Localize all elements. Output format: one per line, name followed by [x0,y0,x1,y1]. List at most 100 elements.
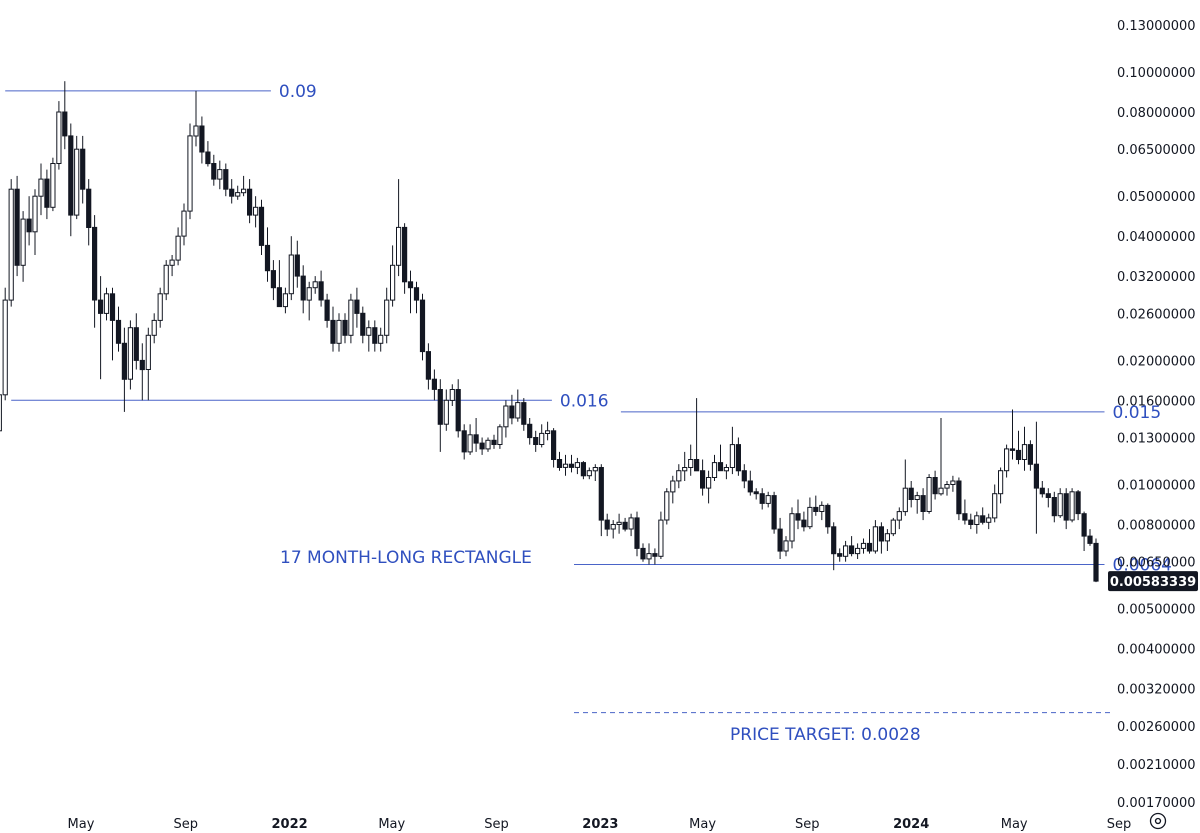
candle [980,507,986,525]
x-tick-label: 2022 [272,817,308,832]
candle-body [556,459,563,468]
candle [926,474,932,514]
candle [92,215,98,328]
candle [932,470,938,500]
candle-body [121,342,128,380]
candle-body [402,226,408,283]
candle [610,520,616,539]
candle-body [312,281,318,289]
time-axis[interactable]: May Sep 2022 May Sep 2023 May Sep 2024 May Sep [68,817,1132,832]
candle [688,444,694,476]
candle-body [318,281,324,301]
candle-body [527,423,533,439]
candle-body [473,434,479,444]
candle-body [509,405,515,419]
candle [533,430,539,452]
candle [407,270,414,314]
candle [20,211,26,282]
candle-body [270,270,276,289]
candle-body [62,111,68,137]
candle [694,398,700,472]
candle-body [419,299,426,353]
price-axis[interactable]: 0.13000000 0.10000000 0.08000000 0.06500000… [1117,19,1196,811]
candle [771,491,777,534]
candle [258,199,265,255]
candle [956,477,962,521]
candle-body [1033,463,1040,489]
candle [115,306,122,352]
x-tick-label: Sep [484,817,509,832]
x-tick-label: Sep [795,817,820,832]
candle [664,488,670,525]
candle-body [497,426,503,445]
candle [682,451,688,481]
candle-body [717,462,724,472]
candle [449,384,455,406]
candle [14,175,20,277]
candle [503,400,509,438]
candle-body [247,188,253,216]
candle [8,179,14,307]
candle-body [205,151,211,165]
candle-body [562,463,569,468]
candle-body [32,195,38,233]
candle-body [44,178,50,208]
candle-body [962,513,968,521]
candle [807,497,813,530]
candle-body [485,439,491,450]
candle-body [950,480,956,485]
candle [765,491,771,508]
candle-body [1069,491,1075,521]
candle [1081,511,1087,551]
candle-body [711,462,718,479]
candle-body [187,135,193,212]
candle-body [127,327,134,380]
candle [813,495,819,516]
candle-body [956,480,962,515]
candle-body [992,493,998,519]
candle [735,437,741,476]
candle-body [342,319,348,336]
candle-body [598,467,604,521]
last-price-badge [1108,571,1198,592]
candle [229,179,235,204]
candle [211,154,217,186]
candle-body [515,402,521,419]
candle [127,320,134,390]
candle [431,369,437,401]
candle-body [908,487,914,501]
candle [998,467,1004,504]
candle-body [390,264,396,301]
candle-body [789,513,795,542]
candle [163,260,169,301]
candle [175,227,181,266]
candle-body [217,169,223,180]
candle [616,513,622,534]
candle-body [145,334,151,370]
settings-button[interactable] [1149,812,1167,830]
candle-body [801,519,807,528]
candle [38,163,44,216]
candle-body [694,459,700,472]
candle-body [479,442,485,450]
candle-body [360,312,366,336]
candle-body [455,389,461,432]
candle-body [1039,487,1045,495]
candle [920,488,926,521]
candle-body [729,444,735,469]
candle [300,265,306,314]
candle-body [551,430,557,460]
candle-body [795,513,801,521]
candle [604,513,610,537]
candle [556,451,563,471]
candle [515,389,521,422]
candle-body [664,491,670,521]
y-tick-label: 0.13000000 [1117,19,1196,34]
candle [348,293,354,344]
candle [443,389,449,431]
candle-body [133,327,139,361]
candle-body [652,553,658,557]
candle [384,287,390,344]
candle-body [56,111,62,164]
